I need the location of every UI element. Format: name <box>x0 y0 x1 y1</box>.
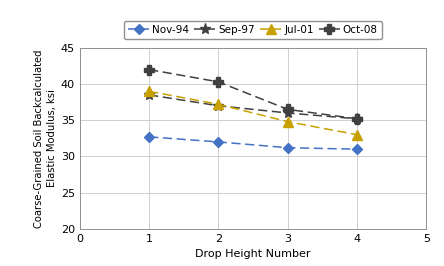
Jul-01 <box>285 120 290 123</box>
Nov-94 <box>285 146 290 149</box>
Sep-97 <box>147 93 152 97</box>
Oct-08 <box>285 108 290 111</box>
Sep-97 <box>216 104 221 107</box>
Nov-94 <box>147 135 152 139</box>
Sep-97 <box>354 117 360 120</box>
Oct-08 <box>147 68 152 71</box>
Line: Nov-94: Nov-94 <box>146 134 361 153</box>
Legend: Nov-94, Sep-97, Jul-01, Oct-08: Nov-94, Sep-97, Jul-01, Oct-08 <box>124 21 382 39</box>
Oct-08 <box>216 80 221 84</box>
X-axis label: Drop Height Number: Drop Height Number <box>195 249 311 259</box>
Line: Oct-08: Oct-08 <box>144 65 362 124</box>
Y-axis label: Coarse-Grained Soil Backcalculated
Elastic Modulus, ksi: Coarse-Grained Soil Backcalculated Elast… <box>34 49 57 228</box>
Jul-01 <box>354 133 360 136</box>
Jul-01 <box>147 90 152 93</box>
Line: Sep-97: Sep-97 <box>143 89 363 124</box>
Line: Jul-01: Jul-01 <box>144 86 362 140</box>
Jul-01 <box>216 103 221 106</box>
Nov-94 <box>216 140 221 144</box>
Sep-97 <box>285 111 290 115</box>
Oct-08 <box>354 117 360 120</box>
Nov-94 <box>354 148 360 151</box>
